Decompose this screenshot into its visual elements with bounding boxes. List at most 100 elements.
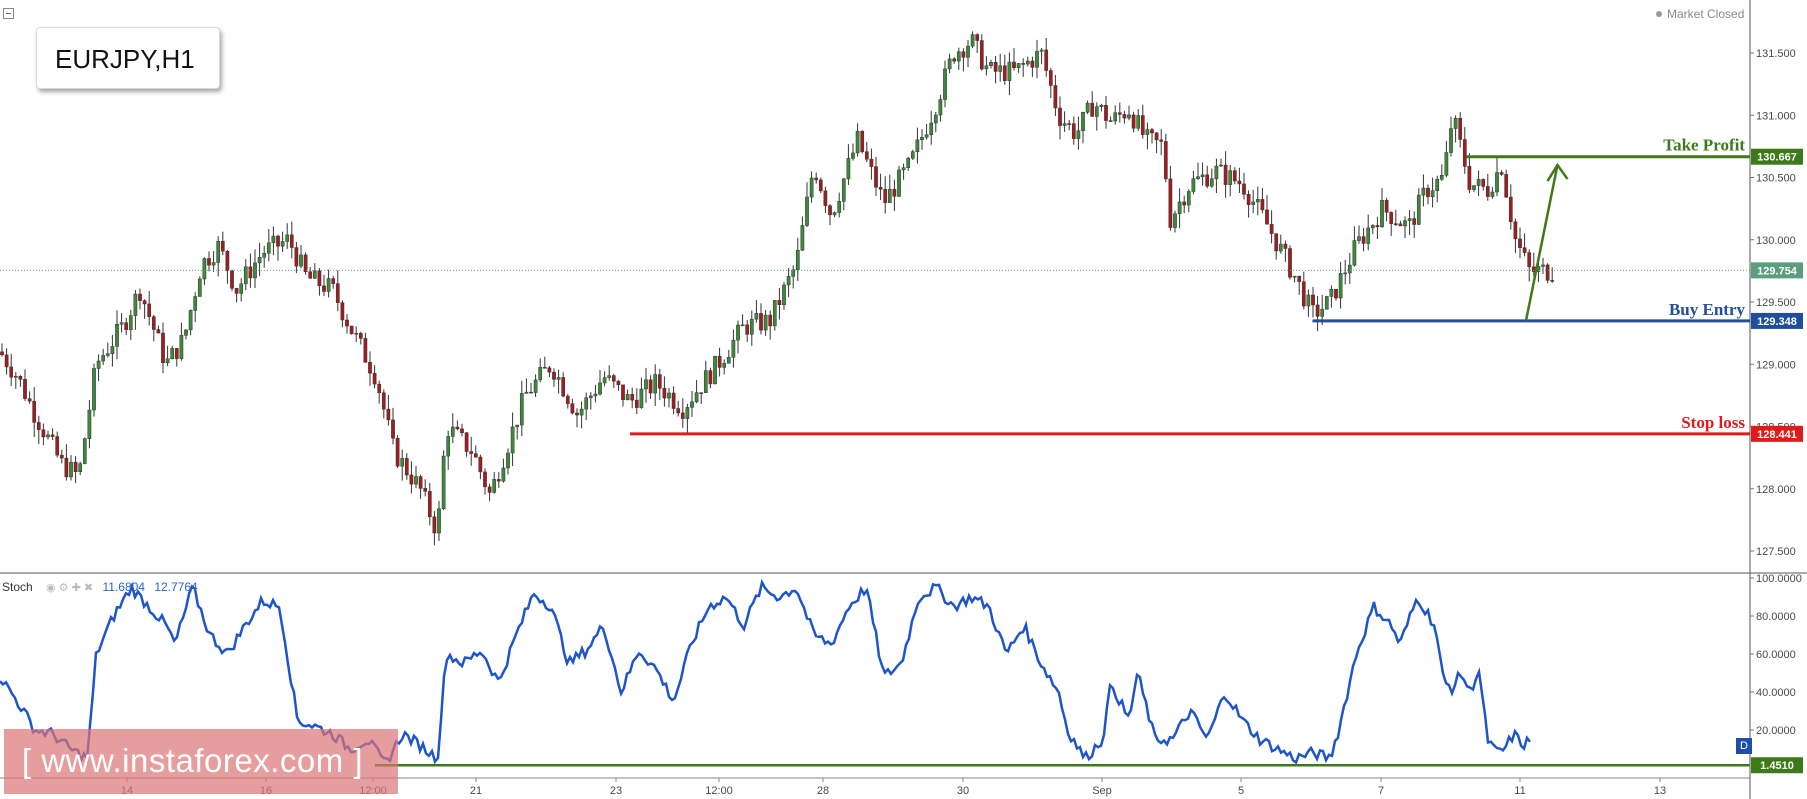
candle-body: [501, 467, 506, 482]
candle-body: [1090, 102, 1095, 117]
candle-body: [216, 240, 221, 263]
candle-body: [147, 303, 152, 317]
candle-body: [82, 438, 87, 464]
gear-icon[interactable]: ⚙: [58, 582, 69, 594]
candle-body: [1361, 236, 1366, 244]
candle-body: [225, 250, 230, 271]
candle-body: [368, 362, 372, 374]
candle-body: [294, 247, 299, 267]
candle-body: [1522, 247, 1527, 253]
time-tick-label: 5: [1238, 785, 1244, 797]
candle-body: [9, 366, 14, 378]
candle-body: [1214, 165, 1219, 180]
candle-body: [460, 428, 464, 433]
candle-body: [814, 177, 819, 181]
candle-body: [676, 408, 681, 414]
candle-body: [1030, 60, 1035, 68]
candle-body: [561, 377, 566, 397]
indicator-controls[interactable]: ◉ ⚙ ✚ ✖: [46, 581, 93, 594]
time-tick-label: 13: [1654, 785, 1666, 797]
candle-body: [441, 455, 446, 509]
candle-body: [496, 479, 501, 482]
candle-body: [220, 240, 225, 252]
candle-body: [1200, 174, 1205, 177]
candle-body: [1136, 115, 1141, 129]
candle-body: [1237, 180, 1242, 185]
price-tick-label: 127.500: [1756, 546, 1796, 558]
candle-body: [64, 457, 69, 478]
candle-body: [87, 409, 92, 439]
candle-body: [961, 51, 966, 58]
stoch-tick-label: 100.0000: [1756, 573, 1802, 585]
time-tick-label: 11: [1514, 785, 1525, 797]
candle-body: [1472, 185, 1476, 190]
candle-body: [27, 398, 32, 402]
candle-body: [1407, 218, 1412, 221]
candle-body: [1320, 308, 1325, 317]
candle-body: [1412, 218, 1417, 225]
candle-body: [593, 393, 598, 397]
candle-body: [1113, 112, 1118, 122]
candle-body: [1177, 201, 1182, 215]
close-icon[interactable]: ✖: [83, 582, 94, 594]
candle-body: [1274, 233, 1279, 252]
candle-body: [699, 392, 704, 394]
candle-body: [694, 392, 699, 403]
candle-body: [69, 461, 73, 478]
plot-background: [0, 0, 1750, 799]
candle-body: [1306, 294, 1311, 307]
candle-body: [713, 355, 717, 385]
candle-body: [998, 65, 1003, 72]
candle-body: [464, 432, 469, 452]
candle-body: [1329, 288, 1334, 297]
candle-body: [768, 314, 773, 327]
candle-body: [1117, 112, 1122, 115]
candle-body: [759, 313, 763, 331]
candle-body: [124, 322, 129, 330]
candle-body: [1127, 114, 1131, 119]
eye-icon[interactable]: ◉: [46, 582, 56, 594]
axis-price-box: [1751, 425, 1803, 442]
candle-body: [1485, 186, 1490, 197]
candle-body: [772, 300, 777, 327]
candle-body: [1499, 172, 1504, 175]
candle-body: [745, 324, 750, 335]
status-dot-icon: [1656, 11, 1662, 17]
candle-body: [1260, 199, 1265, 211]
candle-body: [1384, 199, 1389, 213]
price-tick-label: 129.500: [1756, 297, 1796, 309]
watermark-text: [ www.instaforex.com ]: [22, 742, 364, 779]
candle-body: [400, 458, 405, 467]
candle-body: [437, 508, 441, 534]
candle-body: [1140, 115, 1145, 135]
time-tick-label: Sep: [1092, 785, 1112, 797]
candle-body: [483, 471, 487, 488]
candle-body: [345, 319, 349, 327]
candle-body: [938, 99, 943, 116]
candle-body: [377, 383, 382, 394]
candle-body: [851, 152, 855, 159]
plus-icon[interactable]: ✚: [71, 582, 81, 594]
stoch-legend[interactable]: Stoch ◉ ⚙ ✚ ✖ 11.6804 12.7764: [2, 580, 198, 594]
candle-body: [335, 283, 340, 303]
candle-body: [41, 429, 46, 438]
candle-body: [395, 437, 400, 467]
candle-body: [156, 329, 161, 334]
d-badge[interactable]: D: [1736, 738, 1752, 754]
price-tick-label: 130.500: [1756, 173, 1796, 185]
candle-body: [1131, 114, 1136, 129]
collapse-button[interactable]: [3, 8, 14, 19]
candle-body: [1541, 264, 1545, 267]
candle-body: [611, 375, 616, 382]
candle-body: [777, 300, 782, 306]
candle-body: [142, 300, 147, 305]
candle-body: [556, 377, 561, 380]
candle-body: [1435, 179, 1440, 192]
candle-body: [943, 68, 947, 100]
candle-body: [280, 241, 285, 247]
candle-body: [621, 384, 625, 401]
candle-body: [1444, 152, 1449, 176]
price-tick-label: 128.000: [1756, 484, 1796, 496]
candle-body: [703, 370, 708, 394]
